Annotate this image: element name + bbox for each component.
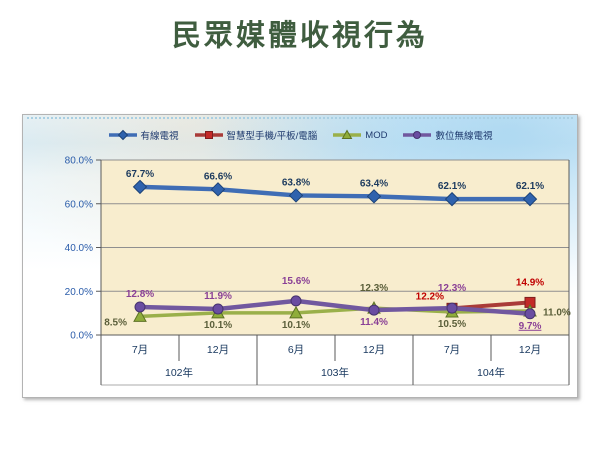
data-label: 12.3% [438, 283, 466, 294]
data-label: 63.8% [282, 177, 310, 188]
x-axis-year-label: 104年 [477, 366, 505, 379]
data-point-marker [210, 182, 226, 197]
series-line [137, 184, 533, 202]
data-label: 11.0% [543, 307, 571, 318]
data-point-marker [446, 302, 458, 314]
legend-item-smartphone-tablet-pc: 智慧型手機/平板/電腦 [194, 128, 318, 142]
x-axis-year-label: 103年 [321, 366, 349, 379]
y-axis-label: 40.0% [65, 243, 93, 254]
data-point-marker [444, 191, 460, 207]
data-label: 14.9% [516, 277, 544, 288]
y-axis-label: 80.0% [65, 156, 93, 167]
data-label: 66.6% [204, 171, 232, 182]
data-point-marker [366, 189, 382, 204]
line-chart: 80.0% 60.0% 40.0% 20.0% 0.0% 102年 103年 104年 7月 12… [65, 156, 571, 386]
series-labels-digital-wireless-tv: 12.8% 11.9% 15.6% 11.4% 12.3% 9.7% [126, 276, 542, 332]
gridlines: 80.0% 60.0% 40.0% 20.0% 0.0% [65, 156, 569, 342]
x-axis-month-label: 6月 [288, 344, 304, 356]
legend-item-cable-tv: 有線電視 [108, 128, 179, 142]
legend-marker-cable-tv-icon [108, 129, 137, 141]
legend-label: MOD [365, 129, 388, 141]
data-label: 11.4% [360, 317, 388, 328]
data-point-marker [134, 301, 146, 313]
x-axis-table: 102年 103年 104年 7月 12月 6月 12月 7月 12月 [100, 334, 570, 386]
legend-label: 有線電視 [140, 131, 179, 142]
legend-item-mod: MOD [332, 129, 387, 141]
data-point-marker [133, 309, 147, 322]
data-label: 63.4% [360, 178, 388, 189]
data-label: 12.2% [416, 291, 444, 302]
data-point-marker [289, 305, 303, 319]
x-axis-month-label: 12月 [207, 344, 229, 356]
chart-legend: 有線電視 智慧型手機/平板/電腦 MOD 數位無線電視 [23, 128, 577, 142]
x-axis-month-label: 12月 [363, 344, 385, 356]
data-point-marker [413, 131, 422, 139]
data-label: 12.8% [126, 289, 154, 300]
series-cable-tv [132, 179, 538, 207]
chart-panel: 有線電視 智慧型手機/平板/電腦 MOD 數位無線電視 80.0% 60.0% 40.0%… [22, 114, 578, 398]
legend-marker-digital-wireless-tv-icon [403, 131, 432, 139]
data-point-marker [132, 179, 148, 195]
series-labels-smartphone-tablet-pc: 12.2% 14.9% [416, 277, 545, 302]
data-point-marker [368, 304, 380, 316]
series-labels-cable-tv: 67.7% 66.6% 63.8% 63.4% 62.1% 62.1% [126, 169, 544, 192]
data-point-marker [117, 129, 128, 141]
data-label: 11.9% [204, 291, 232, 302]
legend-item-digital-wireless-tv: 數位無線電視 [402, 128, 492, 142]
data-label: 9.7% [519, 321, 542, 332]
data-label: 62.1% [438, 181, 466, 192]
legend-marker-mod-icon [333, 129, 362, 139]
data-label: 10.1% [282, 320, 310, 331]
data-point-marker [290, 295, 302, 307]
data-label: 10.5% [438, 319, 466, 330]
data-point-marker [522, 191, 538, 207]
data-point-marker [341, 129, 353, 139]
series-labels-mod: 8.5% 10.1% 10.1% 12.3% 10.5% 11.0% [104, 283, 571, 331]
series-line [137, 298, 533, 317]
data-label: 67.7% [126, 169, 154, 180]
data-label: 15.6% [282, 276, 310, 287]
x-axis-month-label: 7月 [132, 344, 148, 356]
page-title: 民眾媒體收視行為 [171, 20, 428, 52]
legend-label: 數位無線電視 [435, 131, 493, 142]
series-line [138, 306, 532, 319]
y-axis-label: 0.0% [70, 331, 93, 342]
legend-label: 智慧型手機/平板/電腦 [226, 131, 318, 142]
data-label: 10.1% [204, 320, 232, 331]
data-point-marker [212, 303, 224, 315]
x-axis-year-label: 102年 [165, 366, 193, 379]
legend-marker-smartphone-tablet-pc-icon [194, 131, 223, 139]
data-point-marker [204, 131, 213, 139]
series-digital-wireless-tv [134, 295, 536, 320]
data-point-marker [288, 188, 304, 203]
data-label: 8.5% [104, 317, 127, 328]
data-label: 12.3% [360, 283, 388, 294]
x-axis-month-label: 7月 [444, 344, 460, 356]
data-point-marker [524, 308, 536, 320]
x-axis-month-label: 12月 [519, 344, 541, 356]
y-axis-label: 60.0% [65, 199, 93, 210]
data-label: 62.1% [516, 181, 544, 192]
y-axis-label: 20.0% [65, 287, 93, 298]
